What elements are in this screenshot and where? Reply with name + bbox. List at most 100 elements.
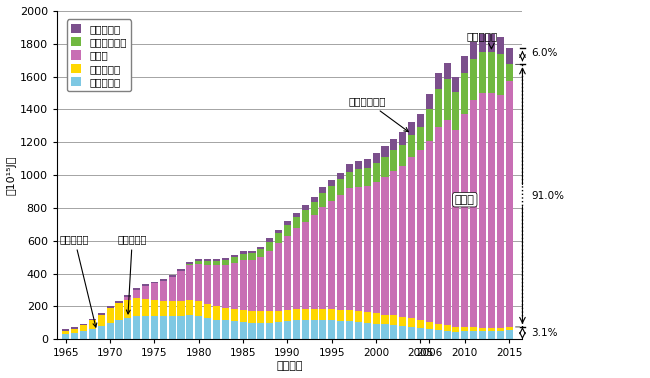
Bar <box>364 312 370 323</box>
Bar <box>222 260 229 265</box>
Bar <box>506 327 513 330</box>
Bar <box>151 284 158 300</box>
Bar <box>479 34 486 52</box>
Bar <box>311 197 318 202</box>
Bar <box>266 311 273 323</box>
Bar <box>328 186 335 201</box>
Bar <box>266 242 273 251</box>
Bar <box>355 161 362 169</box>
Bar <box>195 261 202 264</box>
Bar <box>240 260 246 310</box>
Bar <box>124 300 131 318</box>
Bar <box>372 182 380 313</box>
Bar <box>177 301 185 316</box>
Bar <box>408 327 415 339</box>
Bar <box>346 321 353 339</box>
Bar <box>222 258 229 260</box>
Bar <box>213 319 220 339</box>
Bar <box>364 186 370 312</box>
Bar <box>168 316 176 339</box>
Bar <box>302 309 309 321</box>
Bar <box>399 145 406 166</box>
Bar <box>151 282 158 284</box>
Bar <box>160 301 167 316</box>
Bar <box>462 327 469 331</box>
Text: 3.1%: 3.1% <box>531 328 558 338</box>
Bar <box>187 262 194 264</box>
Bar <box>497 94 504 328</box>
Bar <box>80 331 87 339</box>
Bar <box>470 331 477 339</box>
Bar <box>195 302 202 316</box>
Bar <box>213 259 220 261</box>
Bar <box>124 297 131 300</box>
Bar <box>231 309 238 321</box>
Bar <box>435 330 442 339</box>
Bar <box>346 188 353 310</box>
Bar <box>292 321 300 339</box>
Bar <box>98 313 105 314</box>
Bar <box>284 221 291 225</box>
Bar <box>89 319 96 321</box>
Bar <box>204 265 211 304</box>
Y-axis label: （10¹⁵J）: （10¹⁵J） <box>7 155 17 195</box>
Bar <box>452 92 460 130</box>
Bar <box>382 146 389 157</box>
Bar <box>160 316 167 339</box>
Bar <box>417 328 424 339</box>
Bar <box>443 325 450 331</box>
Bar <box>337 195 345 310</box>
Bar <box>452 327 460 332</box>
Bar <box>80 324 87 325</box>
Bar <box>382 157 389 177</box>
Bar <box>142 316 149 339</box>
Bar <box>435 324 442 330</box>
Bar <box>116 303 122 319</box>
Bar <box>346 310 353 321</box>
Bar <box>346 172 353 188</box>
Bar <box>107 308 114 323</box>
Text: 石油系ガス: 石油系ガス <box>60 234 97 327</box>
Bar <box>275 233 282 243</box>
Bar <box>89 321 96 328</box>
Bar <box>107 307 114 308</box>
Bar <box>257 249 265 257</box>
Bar <box>266 323 273 339</box>
Bar <box>417 113 424 127</box>
Bar <box>426 108 433 141</box>
Text: その他ガス: その他ガス <box>467 31 498 41</box>
Bar <box>452 77 460 92</box>
Bar <box>319 207 326 309</box>
Bar <box>479 331 486 339</box>
Bar <box>213 307 220 319</box>
Bar <box>124 318 131 339</box>
Bar <box>319 321 326 339</box>
Bar <box>390 150 397 171</box>
Bar <box>417 150 424 319</box>
Bar <box>311 202 318 215</box>
Bar <box>275 322 282 339</box>
Bar <box>71 327 78 328</box>
Bar <box>98 326 105 339</box>
Bar <box>319 193 326 207</box>
Bar <box>248 311 255 323</box>
Bar <box>248 260 255 311</box>
Bar <box>311 215 318 309</box>
Bar <box>328 201 335 309</box>
Bar <box>452 130 460 327</box>
Bar <box>435 89 442 127</box>
Bar <box>462 73 469 113</box>
Bar <box>462 56 469 73</box>
Bar <box>470 59 477 101</box>
Bar <box>62 329 70 331</box>
Bar <box>151 316 158 339</box>
Bar <box>488 331 495 339</box>
Bar <box>124 295 131 297</box>
Bar <box>337 179 345 195</box>
Bar <box>275 310 282 322</box>
Bar <box>470 42 477 59</box>
Bar <box>506 330 513 339</box>
Bar <box>266 251 273 311</box>
Bar <box>195 264 202 302</box>
Bar <box>284 310 291 321</box>
